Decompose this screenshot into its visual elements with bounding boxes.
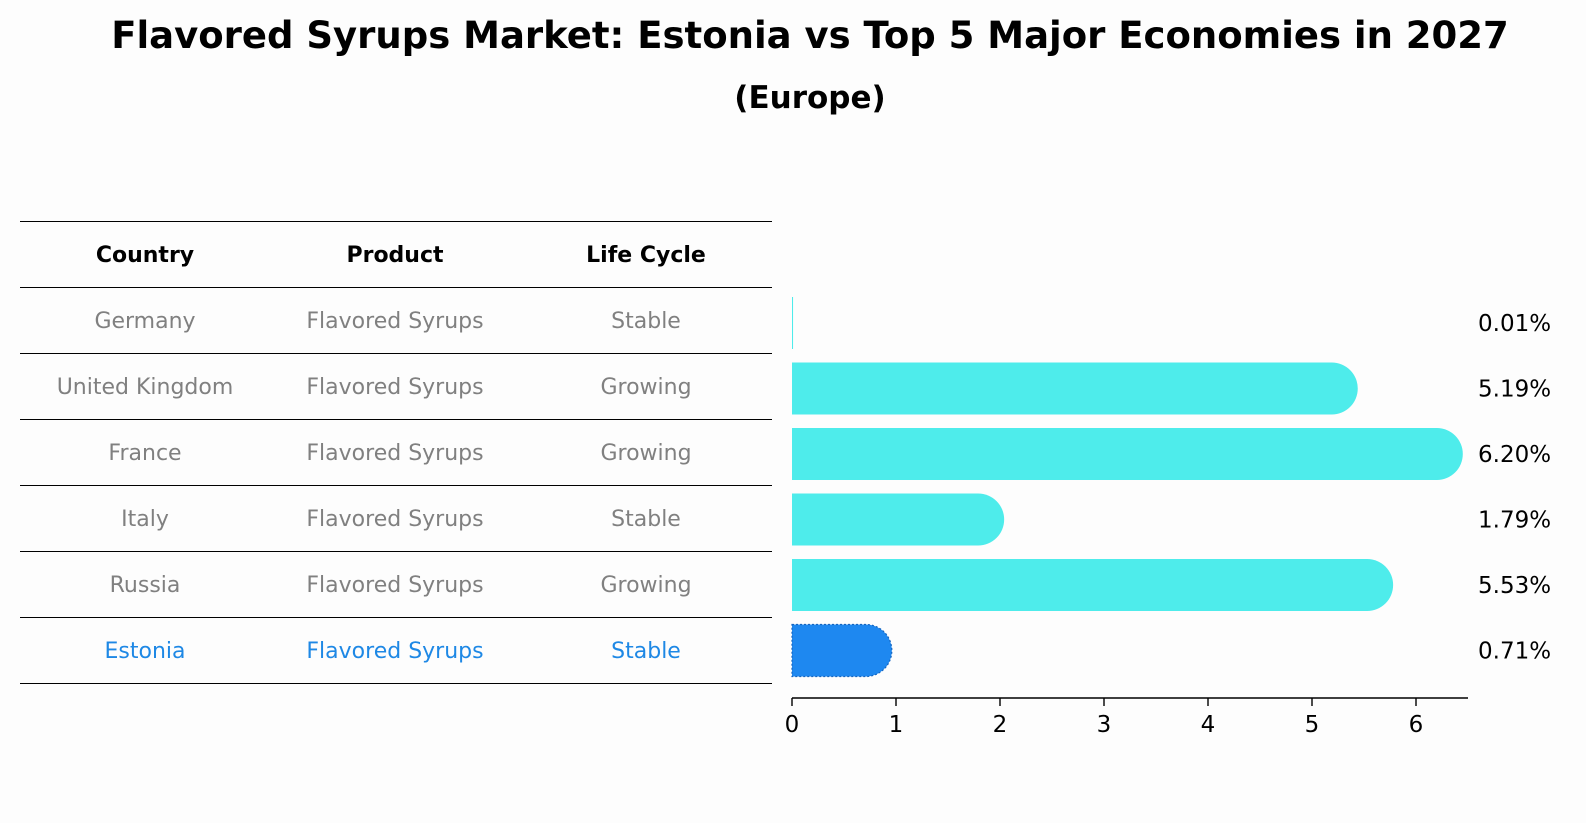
cell-product: Flavored Syrups xyxy=(306,441,484,466)
bar-value-label: 0.71% xyxy=(1478,639,1551,665)
bar xyxy=(792,493,1005,546)
table-row: Russia Flavored Syrups Growing xyxy=(20,553,772,619)
cell-life-cycle: Growing xyxy=(600,573,692,598)
bar xyxy=(792,428,1463,480)
table-top-rule xyxy=(20,221,772,222)
table-row-highlighted: Estonia Flavored Syrups Stable xyxy=(20,619,772,685)
bar-highlighted xyxy=(791,623,893,678)
cell-life-cycle: Growing xyxy=(600,441,692,466)
table-row: United Kingdom Flavored Syrups Growing xyxy=(20,355,772,421)
table-rule xyxy=(20,617,772,618)
cell-country: Russia xyxy=(109,573,181,598)
table-row: Italy Flavored Syrups Stable xyxy=(20,487,772,553)
x-tick-label: 0 xyxy=(785,712,800,738)
x-tick-label: 3 xyxy=(1097,712,1112,738)
table-rule xyxy=(20,551,772,552)
cell-country: Italy xyxy=(121,507,169,532)
bar-value-label: 5.53% xyxy=(1478,573,1551,599)
table-rule xyxy=(20,419,772,420)
header-life-cycle: Life Cycle xyxy=(586,243,706,268)
cell-life-cycle: Stable xyxy=(611,309,681,334)
cell-life-cycle: Stable xyxy=(611,639,681,664)
cell-product: Flavored Syrups xyxy=(306,639,484,664)
cell-product: Flavored Syrups xyxy=(306,507,484,532)
bar-value-label: 1.79% xyxy=(1478,508,1551,534)
cell-country: United Kingdom xyxy=(56,375,234,400)
cell-product: Flavored Syrups xyxy=(306,573,484,598)
x-tick-label: 5 xyxy=(1305,712,1320,738)
x-tick-label: 1 xyxy=(889,712,904,738)
table-rule xyxy=(20,287,772,288)
cell-product: Flavored Syrups xyxy=(306,309,484,334)
bar-value-label: 6.20% xyxy=(1478,442,1551,468)
cell-life-cycle: Growing xyxy=(600,375,692,400)
table-header-row: Country Product Life Cycle xyxy=(20,223,772,289)
cell-country: France xyxy=(108,441,182,466)
x-tick-label: 2 xyxy=(993,712,1008,738)
bar xyxy=(792,362,1358,415)
table-rule xyxy=(20,485,772,486)
header-product: Product xyxy=(346,243,444,268)
cell-country: Germany xyxy=(94,309,196,334)
bar-value-label: 5.19% xyxy=(1478,377,1551,403)
chart-subtitle: (Europe) xyxy=(734,80,886,116)
cell-product: Flavored Syrups xyxy=(306,375,484,400)
table-bottom-rule xyxy=(20,683,772,684)
x-tick-label: 4 xyxy=(1201,712,1216,738)
cell-life-cycle: Stable xyxy=(611,507,681,532)
bar xyxy=(792,559,1394,611)
bar-value-label: 0.01% xyxy=(1478,311,1551,337)
x-tick-label: 6 xyxy=(1409,712,1424,738)
table-rule xyxy=(20,353,772,354)
bar xyxy=(792,297,794,349)
header-country: Country xyxy=(95,243,195,268)
cell-country: Estonia xyxy=(104,639,186,664)
chart-title: Flavored Syrups Market: Estonia vs Top 5… xyxy=(111,14,1509,57)
table-row: Germany Flavored Syrups Stable xyxy=(20,289,772,355)
table-row: France Flavored Syrups Growing xyxy=(20,421,772,487)
